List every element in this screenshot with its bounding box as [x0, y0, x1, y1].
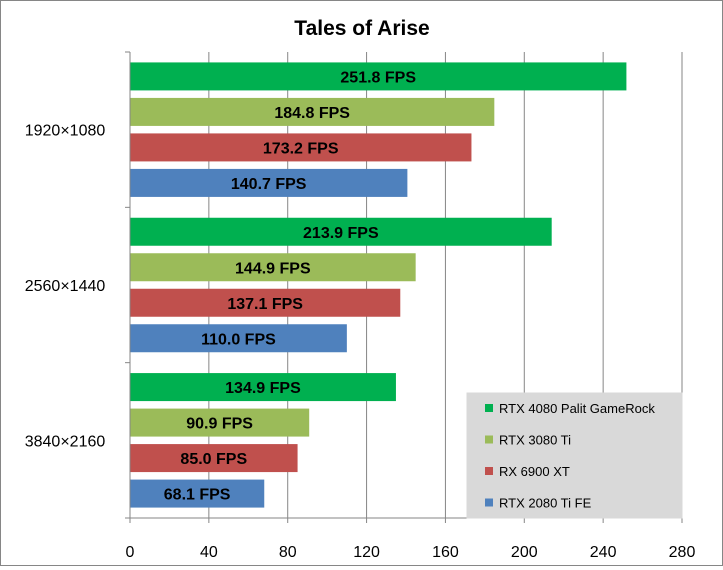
- legend-box: [466, 392, 683, 519]
- bar: [130, 444, 298, 473]
- bar: [130, 288, 401, 317]
- bar: [130, 97, 495, 126]
- bar: [130, 62, 627, 91]
- bar: [130, 253, 416, 282]
- bars: 251.8 FPS 184.8 FPS 173.2 FPS 140.7 FPS 213.…: [130, 62, 627, 508]
- bar-value-label: 213.9 FPS: [303, 225, 379, 242]
- legend-label: RTX 3080 Ti: [499, 433, 571, 448]
- x-tick-label: 120: [353, 544, 380, 561]
- legend-label: RX 6900 XT: [499, 464, 570, 479]
- bar: [130, 408, 310, 437]
- legend-swatch: [485, 498, 493, 507]
- y-tick-label: 3840×2160: [25, 433, 106, 450]
- y-tick-label: 1920×1080: [25, 123, 106, 140]
- y-tick-label: 2560×1440: [25, 278, 106, 295]
- bar-value-label: 251.8 FPS: [340, 69, 416, 86]
- legend-swatch: [485, 404, 493, 412]
- bar-value-label: 90.9 FPS: [186, 416, 253, 433]
- x-tick-label: 240: [590, 544, 617, 561]
- x-tick-label: 40: [200, 544, 218, 561]
- bar-value-label: 137.1 FPS: [227, 296, 303, 313]
- bar-value-label: 85.0 FPS: [180, 451, 247, 468]
- bar-value-label: 68.1 FPS: [164, 487, 231, 504]
- gridlines: [208, 52, 683, 518]
- bar-value-label: 140.7 FPS: [231, 176, 307, 193]
- chart-title: Tales of Arise: [294, 17, 429, 40]
- bar-value-label: 110.0 FPS: [201, 331, 276, 348]
- legend: RTX 4080 Palit GameRock RTX 3080 Ti RX 690…: [466, 392, 683, 519]
- x-tick-label: 280: [669, 544, 696, 561]
- bar: [130, 373, 396, 402]
- bar-value-label: 144.9 FPS: [235, 260, 311, 277]
- bar: [130, 324, 347, 353]
- legend-swatch: [485, 435, 493, 444]
- x-axis-labels: 0 40 80 120 160 200 240 280: [126, 544, 696, 561]
- x-tick-label: 80: [279, 544, 297, 561]
- bar-value-label: 173.2 FPS: [263, 140, 339, 157]
- x-tick-label: 0: [126, 544, 135, 561]
- legend-label: RTX 2080 Ti FE: [499, 496, 592, 511]
- x-tick-label: 200: [511, 544, 538, 561]
- bar-value-label: 134.9 FPS: [225, 380, 301, 397]
- bar: [130, 479, 265, 508]
- bar: [130, 217, 552, 246]
- bar: [130, 168, 408, 197]
- bar: [130, 133, 472, 162]
- bar-value-label: 184.8 FPS: [274, 105, 350, 122]
- y-axis-labels: 1920×1080 2560×1440 3840×2160: [25, 123, 106, 451]
- x-tick-label: 160: [432, 544, 459, 561]
- legend-swatch: [485, 467, 493, 475]
- legend-label: RTX 4080 Palit GameRock: [499, 401, 655, 416]
